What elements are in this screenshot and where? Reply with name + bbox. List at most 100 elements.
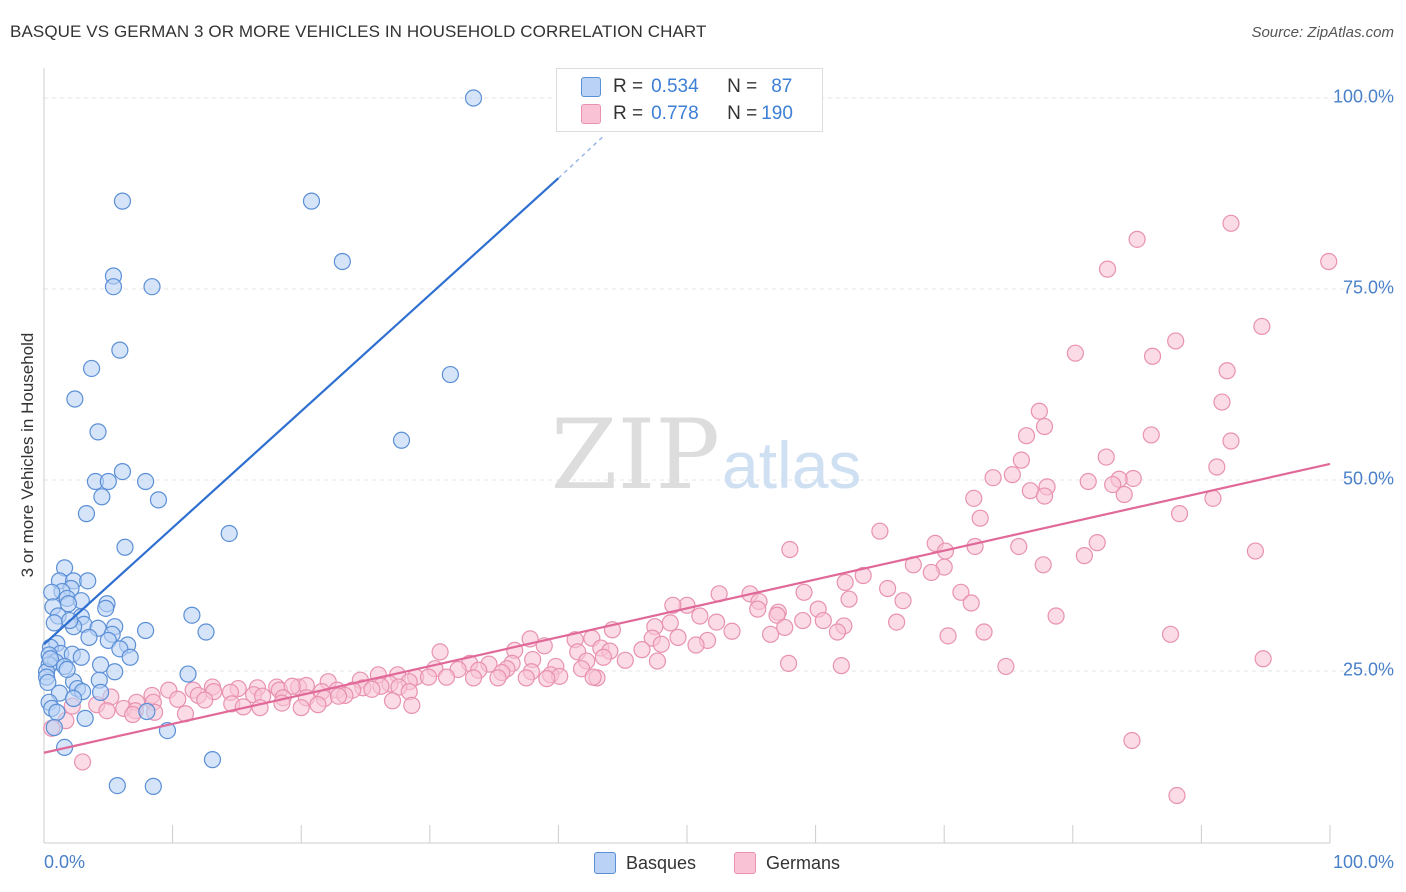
german-point: [879, 579, 897, 598]
basques-trend-line: [43, 177, 560, 646]
german-point: [1208, 458, 1226, 476]
german-point: [1030, 402, 1048, 420]
basque-point: [106, 663, 124, 681]
german-point: [383, 692, 402, 710]
basque-point: [149, 491, 168, 509]
basque-point: [220, 524, 238, 543]
german-point: [1143, 347, 1162, 365]
german-point: [616, 651, 634, 669]
german-point: [98, 702, 116, 720]
basque-point: [99, 472, 117, 491]
german-point: [669, 628, 687, 646]
chart-title: BASQUE VS GERMAN 3 OR MORE VEHICLES IN H…: [10, 22, 707, 41]
german-point: [888, 613, 906, 631]
basque-point: [203, 751, 222, 769]
german-point: [854, 566, 872, 585]
german-point: [828, 623, 847, 641]
german-point: [1115, 485, 1133, 504]
german-point: [1254, 650, 1272, 668]
german-point: [1222, 214, 1240, 232]
german-point: [707, 613, 726, 631]
legend-r-value: 0.534: [651, 76, 699, 97]
german-point: [952, 583, 970, 601]
basque-point: [79, 572, 97, 590]
german-point: [894, 592, 912, 610]
german-point: [832, 657, 850, 675]
basque-point: [183, 606, 201, 624]
german-point: [292, 699, 310, 717]
germans-swatch: [581, 104, 601, 124]
german-point: [329, 687, 348, 705]
german-point: [971, 509, 989, 527]
basque-point: [108, 776, 126, 795]
german-point: [1088, 534, 1106, 552]
basque-point: [82, 359, 101, 378]
legend-item-germans: Germans: [734, 852, 840, 874]
germans-legend-swatch: [734, 852, 756, 874]
basque-point: [64, 689, 83, 708]
german-point: [922, 563, 940, 582]
german-point: [196, 691, 214, 709]
german-point: [538, 670, 556, 688]
basque-point: [116, 538, 134, 556]
basque-point: [197, 623, 215, 641]
watermark-zip: ZIP: [551, 399, 720, 511]
german-point: [966, 537, 984, 556]
basque-point: [66, 390, 84, 408]
german-point: [871, 522, 889, 540]
german-point: [437, 668, 456, 686]
german-point: [1104, 475, 1122, 494]
german-point: [1218, 362, 1236, 380]
german-point: [1010, 537, 1028, 556]
german-point: [1003, 466, 1021, 484]
grid: [44, 97, 1390, 672]
y-tick-label: 75.0%: [1342, 277, 1394, 298]
german-point: [363, 680, 381, 698]
german-point: [1034, 556, 1052, 574]
german-point: [1168, 786, 1186, 805]
basque-point: [136, 621, 155, 640]
x-tick-label-max: 100.0%: [1332, 852, 1394, 872]
german-point: [1079, 472, 1097, 491]
basques-legend-swatch: [594, 852, 616, 874]
legend-n-value: 190: [761, 103, 793, 124]
legend-row-germans: R = 0.778 N = 190: [581, 103, 793, 125]
legend-row-basques: R = 0.534 N = 87: [581, 76, 792, 98]
basque-point: [104, 278, 123, 296]
basque-point: [77, 505, 96, 523]
german-point: [939, 627, 957, 645]
german-point: [723, 622, 741, 640]
source-credit: Source: ZipAtlas.com: [1251, 24, 1394, 41]
basque-point: [43, 583, 61, 601]
legend-r-label: R =: [613, 103, 644, 124]
german-point: [1142, 426, 1160, 444]
basques-swatch: [581, 77, 601, 97]
basque-point: [333, 252, 351, 271]
basque-point: [80, 628, 98, 646]
basque-point: [441, 365, 459, 384]
german-point: [169, 690, 187, 708]
german-point: [584, 668, 602, 686]
legend-r-value: 0.778: [651, 103, 699, 124]
german-point: [633, 641, 651, 659]
german-point: [1066, 344, 1084, 362]
german-point: [489, 669, 507, 687]
axes: [43, 68, 1331, 844]
german-point: [984, 469, 1002, 487]
basque-point: [113, 192, 132, 210]
german-point: [795, 583, 813, 601]
german-point: [761, 625, 780, 643]
x-tick-label-min: 0.0%: [44, 852, 86, 872]
german-point: [1035, 487, 1054, 505]
german-point: [840, 590, 858, 608]
basque-point: [121, 648, 139, 666]
y-tick-label: 25.0%: [1342, 659, 1394, 680]
basque-point: [91, 683, 110, 701]
german-point: [517, 669, 535, 687]
german-point: [794, 611, 812, 630]
legend-r-label: R =: [613, 76, 644, 97]
german-point: [594, 648, 613, 666]
basque-point: [136, 472, 155, 491]
german-point: [1170, 505, 1189, 523]
